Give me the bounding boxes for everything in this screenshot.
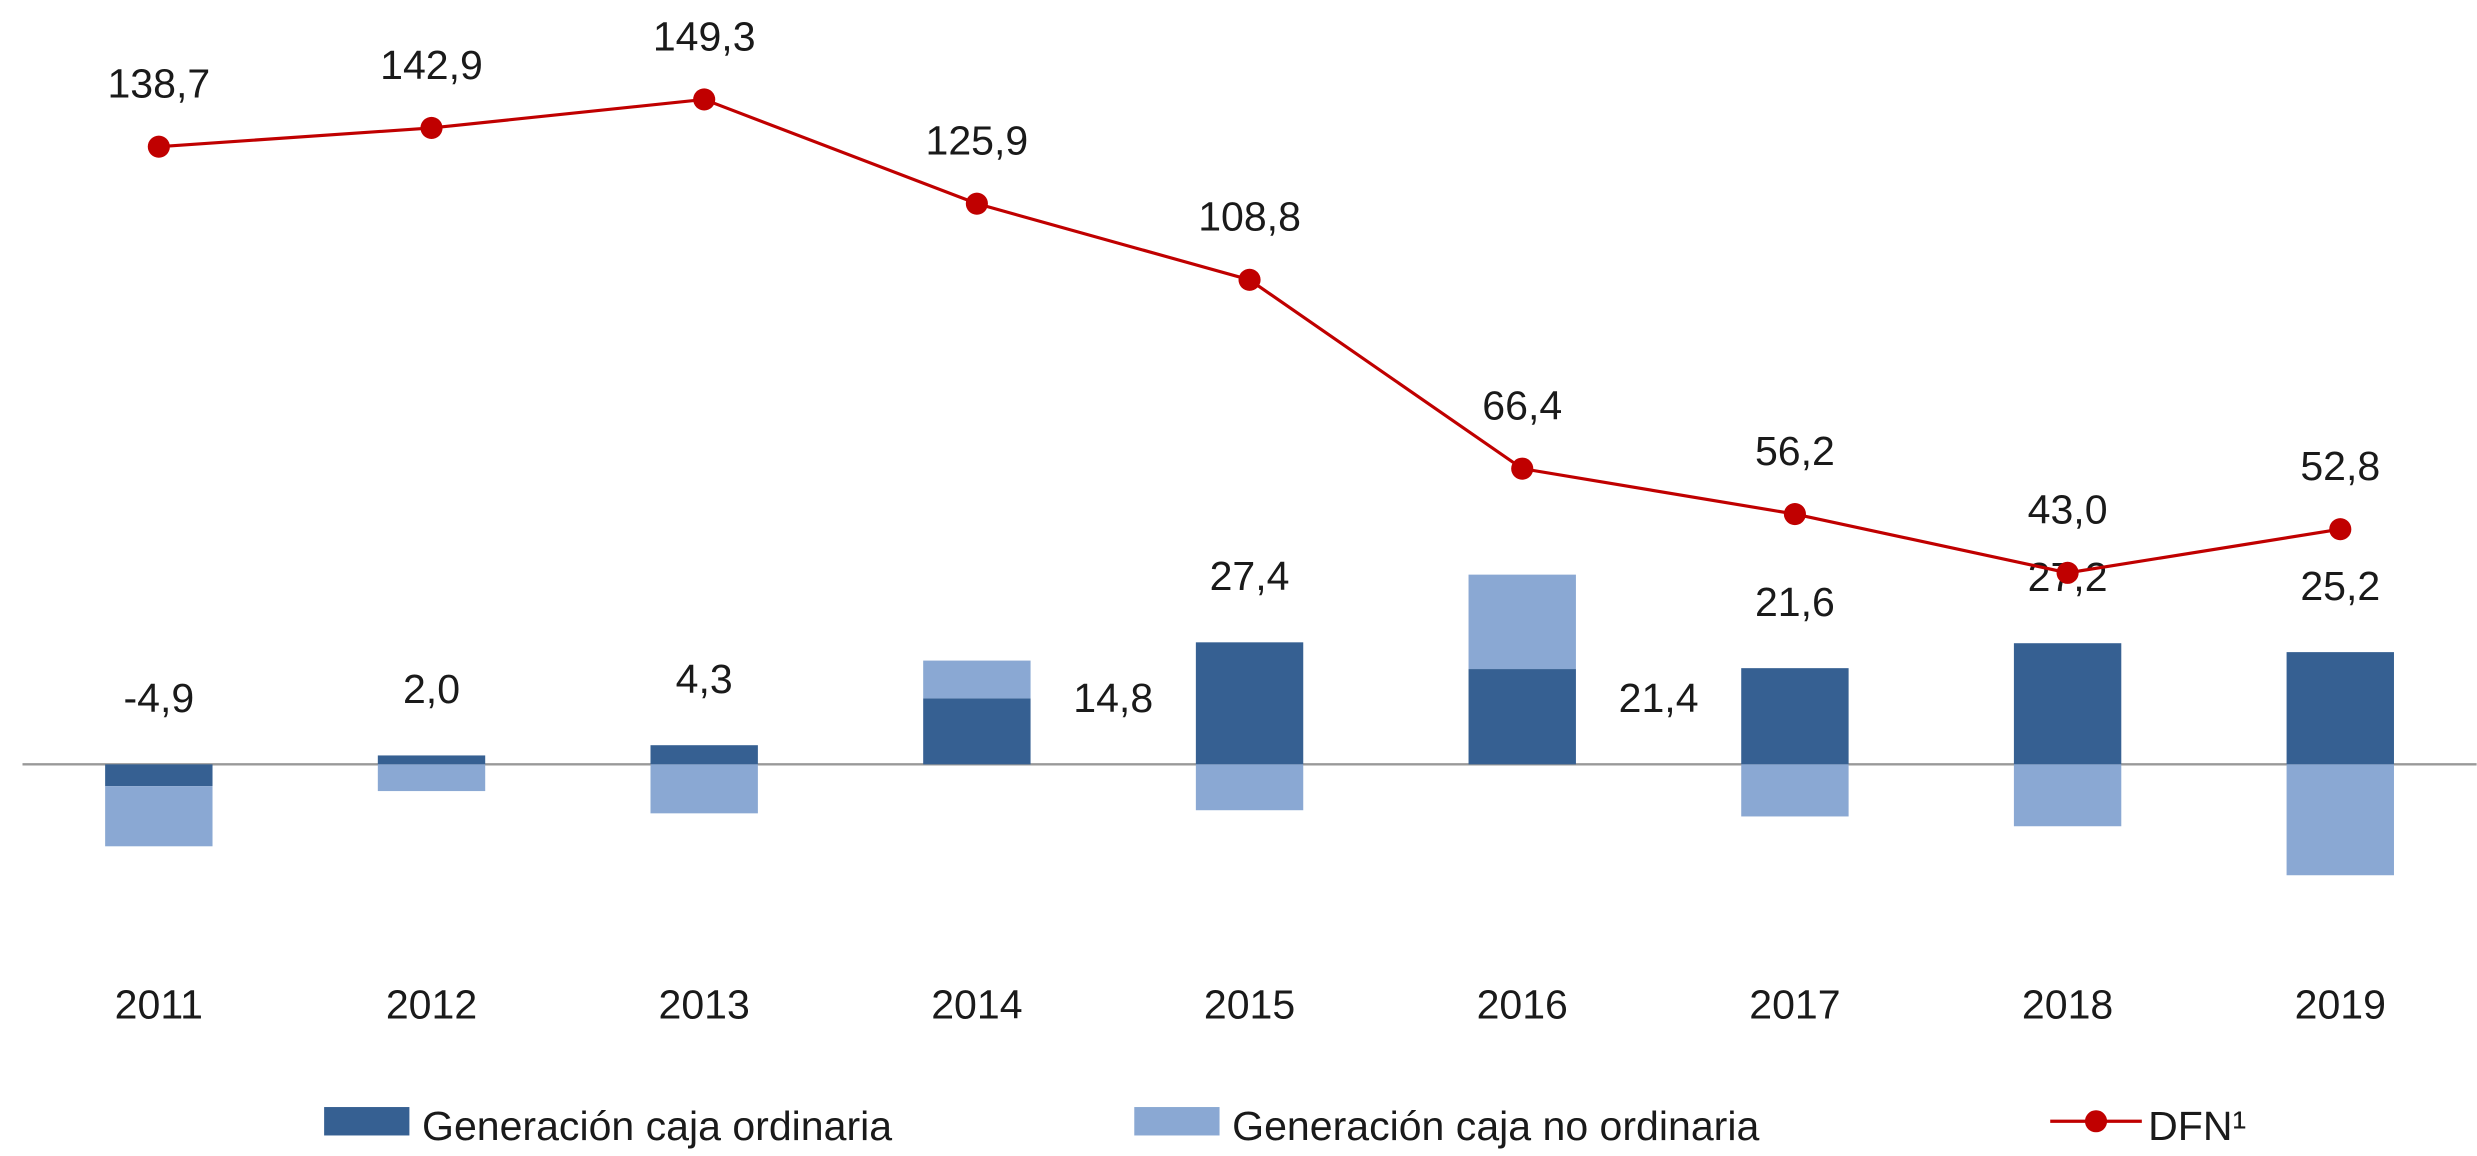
bar — [923, 660, 1031, 699]
line-value-label: 56,2 — [1755, 428, 1835, 474]
bar — [923, 698, 1031, 765]
legend-swatch-point — [2084, 1110, 2108, 1133]
line-point — [147, 135, 170, 158]
line-point — [2329, 518, 2352, 541]
line-value-label: 138,7 — [107, 60, 210, 106]
bar-value-label: 2,0 — [403, 666, 460, 712]
legend-label: Generación caja no ordinaria — [1232, 1103, 1759, 1149]
line-value-label: 149,3 — [653, 13, 756, 59]
bar — [377, 755, 486, 765]
bar-value-label: 14,8 — [1073, 675, 1153, 721]
line-value-label: 108,8 — [1198, 194, 1301, 240]
line-point — [965, 192, 988, 215]
legend-label: Generación caja ordinaria — [422, 1103, 892, 1149]
bar — [650, 764, 758, 814]
line-value-label: 52,8 — [2300, 443, 2380, 489]
bar — [2013, 643, 2122, 765]
line-point — [1783, 503, 1806, 526]
bar — [1741, 668, 1849, 765]
bar — [105, 764, 213, 787]
bar — [1195, 642, 1304, 765]
x-tick-label: 2015 — [1204, 981, 1295, 1027]
bar — [377, 764, 486, 792]
bar — [2286, 652, 2394, 765]
legend-swatch — [324, 1107, 410, 1136]
line — [158, 97, 2341, 575]
bar-value-label: 27,4 — [1210, 553, 1290, 599]
line-value-label: 66,4 — [1482, 382, 1562, 428]
line-value-label: 142,9 — [380, 42, 483, 88]
x-tick-label: 2014 — [931, 981, 1022, 1027]
x-tick-label: 2019 — [2295, 981, 2386, 1027]
x-tick-label: 2011 — [115, 981, 203, 1027]
bar-value-label: 25,2 — [2300, 563, 2380, 609]
line-value-label: 125,9 — [926, 117, 1029, 163]
x-tick-label: 2012 — [386, 981, 477, 1027]
legend-label: DFN¹ — [2148, 1103, 2246, 1149]
x-tick-label: 2016 — [1477, 981, 1568, 1027]
line-point — [2056, 561, 2079, 584]
legend-swatch — [1134, 1107, 1220, 1136]
bar-value-label: -4,9 — [123, 675, 194, 721]
bar — [2013, 764, 2122, 827]
bar — [650, 745, 758, 765]
x-tick-label: 2017 — [1749, 981, 1840, 1027]
line-point — [1511, 457, 1534, 480]
bar — [1468, 669, 1576, 765]
bar-value-label: 21,4 — [1619, 675, 1699, 721]
x-tick-label: 2013 — [659, 981, 750, 1027]
line-point — [693, 88, 716, 111]
x-tick-label: 2018 — [2022, 981, 2113, 1027]
bar-value-label: 21,6 — [1755, 579, 1835, 625]
bar — [1468, 574, 1576, 670]
bar — [1741, 764, 1849, 817]
bar — [105, 786, 213, 847]
line-point — [420, 116, 443, 140]
line-value-label: 43,0 — [2028, 487, 2108, 533]
bar — [1195, 764, 1304, 811]
line-point — [1238, 268, 1261, 291]
bar-value-label: 4,3 — [676, 656, 733, 702]
bar — [2286, 764, 2394, 876]
